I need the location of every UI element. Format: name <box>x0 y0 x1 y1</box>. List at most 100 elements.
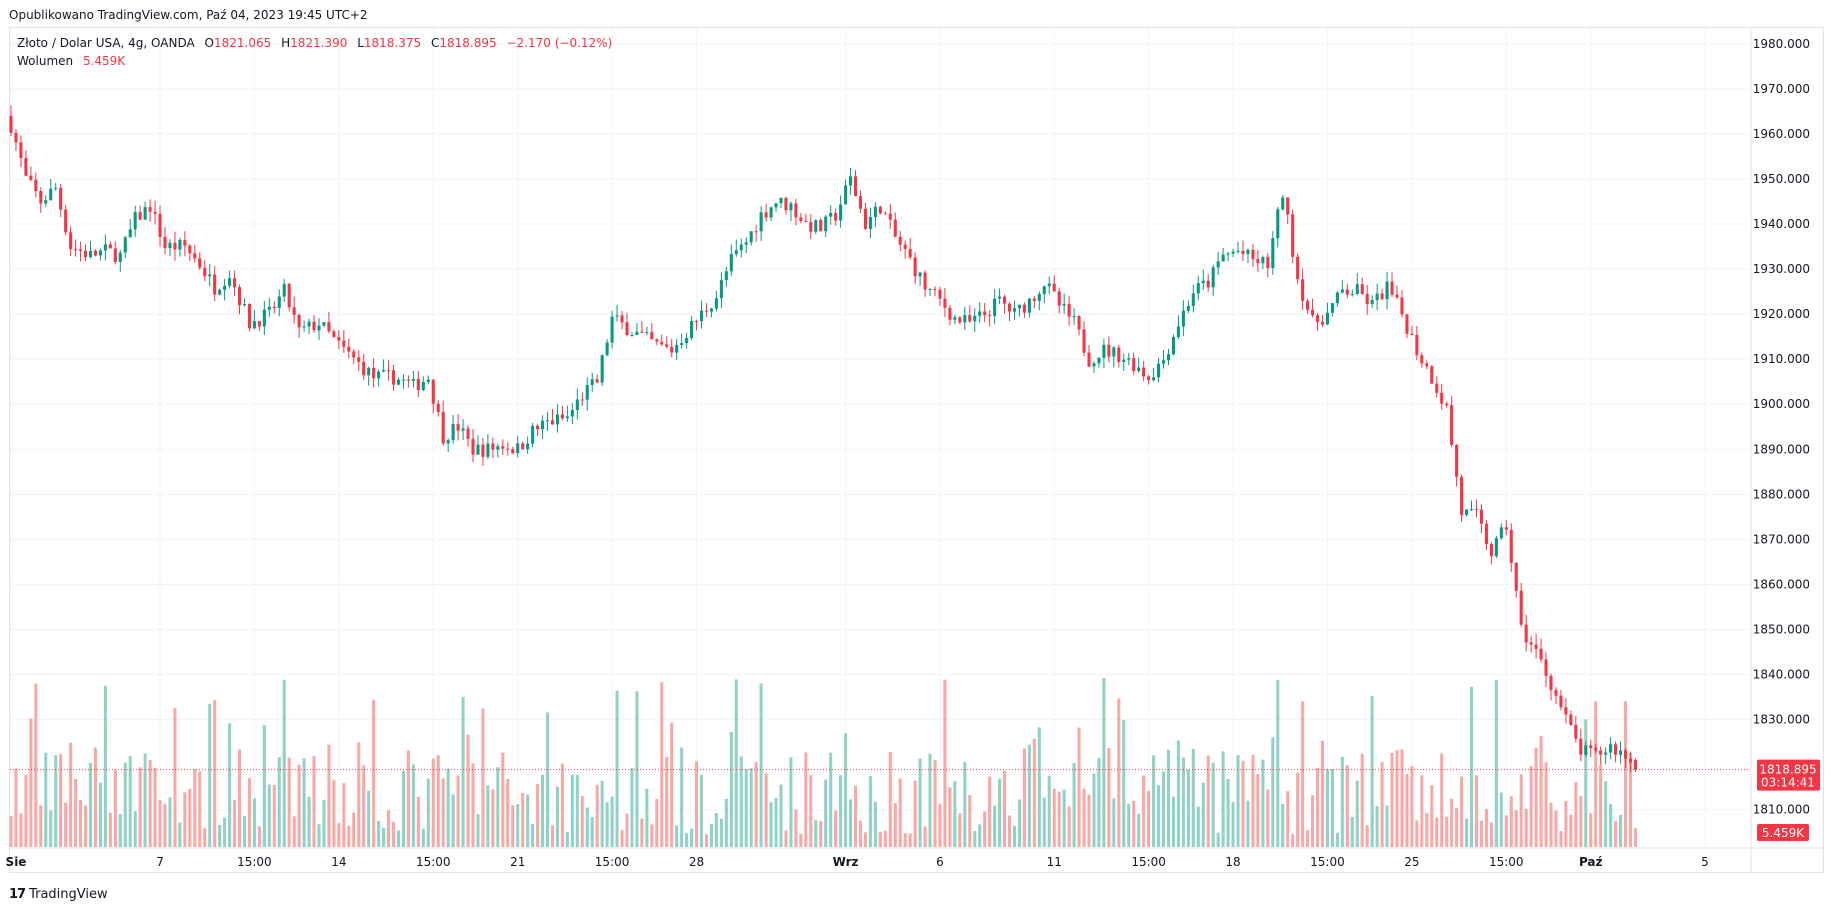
candle-body <box>1181 310 1185 327</box>
volume-bar <box>903 833 907 847</box>
volume-bar <box>1266 789 1270 847</box>
volume-bar <box>814 819 818 847</box>
candle-body <box>545 420 550 422</box>
candle-body <box>1619 750 1623 755</box>
candle-body <box>1062 303 1066 306</box>
candle-body <box>526 443 530 450</box>
candle-body <box>1529 642 1533 645</box>
volume-bar <box>1320 740 1325 847</box>
candle-body <box>1554 689 1558 696</box>
volume-bar <box>1311 795 1315 847</box>
volume-bar <box>978 824 982 847</box>
candle-body <box>1504 527 1508 530</box>
candle-body <box>580 399 584 401</box>
volume-bar <box>1390 753 1394 847</box>
brand-name: TradingView <box>29 887 108 902</box>
volume-bar <box>1281 803 1285 847</box>
price-tick-label: 1870.000 <box>1753 532 1810 546</box>
chart-frame[interactable] <box>9 27 1824 873</box>
volume-bar <box>1077 727 1081 847</box>
volume-bar <box>853 785 858 847</box>
open-label: O <box>204 36 214 50</box>
candle-body <box>863 208 867 229</box>
candle-body <box>993 298 997 316</box>
candle-body <box>223 285 227 290</box>
volume-bar <box>396 830 401 847</box>
candle-body <box>804 221 808 223</box>
candle-body <box>1574 724 1578 739</box>
candle-body <box>1077 316 1081 330</box>
volume-bar <box>600 780 604 847</box>
candle-body <box>1137 367 1141 372</box>
candle-body <box>1261 257 1265 264</box>
candle-body <box>1221 254 1225 262</box>
volume-bar <box>14 768 18 847</box>
candle-body <box>1231 251 1235 254</box>
candle-body <box>1549 675 1553 690</box>
volume-bar <box>203 827 207 847</box>
volume-bar <box>570 774 574 847</box>
candle-body <box>128 229 132 238</box>
volume-bar <box>1057 791 1061 847</box>
volume-bar <box>665 756 669 847</box>
candle-body <box>933 289 937 291</box>
time-tick-label: 18 <box>1225 855 1240 869</box>
volume-bar <box>714 812 718 847</box>
candle-body <box>1191 293 1195 306</box>
candle-body <box>1112 347 1116 357</box>
candle-body <box>555 414 559 425</box>
time-tick-label: 15:00 <box>1131 855 1166 869</box>
price-axis: 1980.000 1970.000 1960.000 1950.000 1940.000… <box>1753 37 1810 817</box>
volume-bar <box>844 733 848 847</box>
volume-bar <box>237 749 242 847</box>
candle-body <box>1440 392 1444 404</box>
candle-body <box>834 212 838 221</box>
candle-body <box>724 271 728 281</box>
candle-body <box>1206 280 1210 288</box>
volume-bar <box>1022 748 1026 847</box>
volume-bar <box>834 810 838 847</box>
legend: Złoto / Dolar USA, 4g, OANDA O1821.065 H… <box>17 34 612 70</box>
volume-bar <box>565 831 569 847</box>
candle-body <box>357 357 361 362</box>
volume-bar <box>685 833 689 847</box>
candle-body <box>1420 355 1424 364</box>
candle-body <box>764 212 768 218</box>
candle-body <box>476 444 480 455</box>
volume-bar <box>1092 773 1096 847</box>
candle-body <box>660 341 664 345</box>
volume-bar <box>416 796 420 847</box>
candle-body <box>888 213 892 220</box>
candle-body <box>24 158 28 176</box>
candle-body <box>789 203 793 211</box>
candle-body <box>302 326 306 328</box>
candle-body <box>958 317 962 323</box>
candle-body <box>322 322 326 326</box>
candle-body <box>377 371 381 379</box>
candle-body <box>560 414 564 419</box>
volume-bar <box>1514 810 1518 847</box>
volume-bar <box>1385 805 1389 847</box>
candle-body <box>79 249 83 251</box>
candle-body <box>928 289 932 291</box>
volume-bar <box>1251 754 1255 847</box>
candle-body <box>1524 624 1528 643</box>
time-tick-label: Paź <box>1579 855 1603 869</box>
candle-body <box>1032 298 1036 301</box>
footer[interactable]: 17 TradingView <box>9 887 108 902</box>
price-tick-label: 1920.000 <box>1753 307 1810 321</box>
time-tick-label: 7 <box>156 855 164 869</box>
volume-bar <box>858 820 863 847</box>
candle-body <box>685 337 689 344</box>
candle-body <box>1271 238 1275 269</box>
candle-body <box>590 379 594 385</box>
candle-body <box>1301 279 1305 301</box>
candle-body <box>1569 714 1573 725</box>
volume-bar <box>774 797 778 847</box>
volume-bar <box>615 690 619 847</box>
volume-bar <box>332 779 336 847</box>
candle-body <box>1097 357 1101 364</box>
volume-bar <box>401 770 405 847</box>
candle-body <box>262 309 266 327</box>
